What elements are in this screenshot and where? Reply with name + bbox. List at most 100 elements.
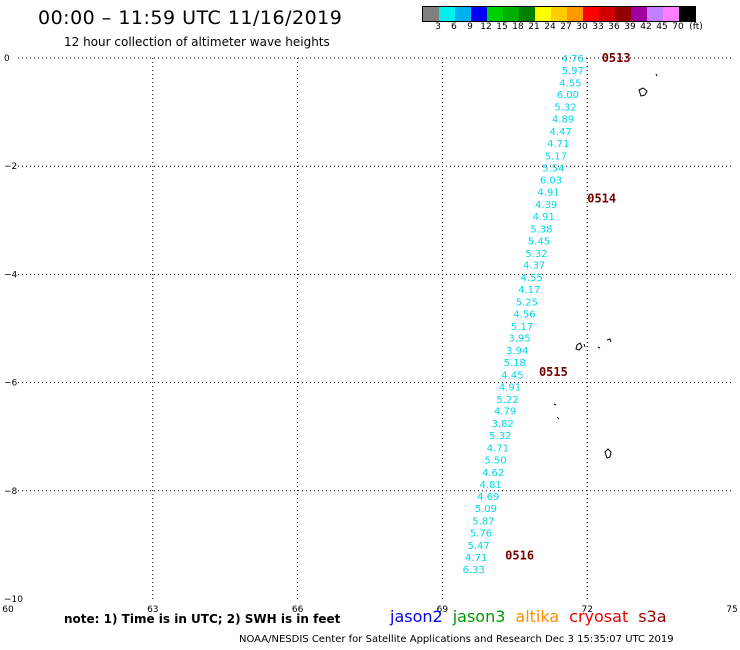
wave-height-label: 5.47 [467, 541, 489, 552]
legend-swatch [631, 7, 647, 21]
wave-height-label: 4.76 [562, 54, 584, 65]
time-label: 0516 [505, 549, 534, 563]
mission-label: s3a [638, 607, 667, 626]
legend-label: 18 [512, 22, 524, 32]
island-outline [655, 73, 658, 77]
wave-height-label: 5.97 [562, 66, 584, 77]
wave-height-label: 4.91 [537, 188, 559, 199]
legend-swatch [471, 7, 487, 21]
y-tick-label: −2 [4, 162, 17, 172]
legend-label: 27 [560, 22, 572, 32]
legend-swatch [583, 7, 599, 21]
wave-height-label: 4.71 [487, 444, 509, 455]
legend-label: 6 [451, 22, 457, 32]
wave-height-label: 4.71 [465, 553, 487, 564]
units-note: note: 1) Time is in UTC; 2) SWH is in fe… [64, 612, 341, 626]
wave-height-label: 3.94 [506, 346, 528, 357]
legend-swatch [567, 7, 583, 21]
time-label: 0515 [539, 365, 568, 379]
wave-height-label: 4.91 [533, 212, 555, 223]
legend-label: 3 [435, 22, 441, 32]
y-tick-label: 0 [4, 54, 10, 64]
wave-height-label: 4.69 [477, 492, 499, 503]
map-title: 00:00 – 11:59 UTC 11/16/2019 [38, 7, 343, 29]
mission-legend: jason2 jason3 altika cryosat s3a [390, 607, 677, 626]
wave-height-label: 5.09 [475, 504, 497, 515]
legend-label: 36 [608, 22, 620, 32]
wave-height-track: 4.765.974.556.005.324.894.474.715.175.54… [463, 54, 584, 576]
legend-label: 42 [640, 22, 652, 32]
legend-swatch [647, 7, 663, 21]
wave-height-label: 5.32 [489, 431, 511, 442]
island-outline [638, 87, 648, 97]
legend-swatch [679, 7, 695, 21]
legend-label: 39 [624, 22, 636, 32]
legend-swatch [455, 7, 471, 21]
legend-label: (ft) [689, 22, 703, 32]
island-outline [575, 338, 612, 351]
wave-height-label: 5.38 [530, 224, 552, 235]
color-legend-labels: 3 6 9 12 15 18 21 24 27 30 33 36 39 42 45 70 (ft) [422, 22, 740, 36]
wave-height-label: 5.32 [554, 103, 576, 114]
wave-height-label: 4.56 [513, 309, 535, 320]
x-tick-label: 69 [437, 605, 449, 615]
wave-height-label: 4.55 [521, 273, 543, 284]
wave-height-label: 5.50 [484, 455, 506, 466]
legend-swatch [663, 7, 679, 21]
legend-swatch [487, 7, 503, 21]
wave-height-label: 4.47 [550, 127, 572, 138]
x-tick-label: 63 [147, 605, 158, 615]
wave-height-label: 5.45 [528, 236, 550, 247]
legend-label: 21 [528, 22, 540, 32]
y-tick-label: −6 [4, 379, 18, 389]
legend-label: 30 [576, 22, 588, 32]
wave-height-label: 5.25 [516, 297, 538, 308]
legend-label: 33 [592, 22, 604, 32]
time-labels: 0513 0514 0515 0516 [505, 51, 630, 563]
wave-height-label: 4.45 [501, 370, 523, 381]
legend-swatch [551, 7, 567, 21]
wave-height-label: 4.81 [480, 480, 502, 491]
x-tick-label: 60 [2, 605, 14, 615]
axis-tick-labels: 60 63 66 69 72 75 0 −2 −4 −6 −8 −10 [2, 54, 737, 615]
color-legend [422, 6, 696, 22]
wave-height-label: 4.91 [499, 382, 521, 393]
time-label: 0513 [602, 51, 631, 65]
map-subtitle: 12 hour collection of altimeter wave hei… [64, 35, 330, 49]
wave-height-label: 5.32 [525, 249, 547, 260]
time-label: 0514 [587, 192, 616, 206]
wave-height-label: 6.03 [540, 176, 562, 187]
mission-label: jason3 [452, 607, 506, 626]
wave-height-label: 5.22 [496, 395, 518, 406]
legend-label: 45 [656, 22, 668, 32]
legend-swatch [439, 7, 455, 21]
mission-label: jason2 [390, 607, 443, 626]
legend-swatch [423, 7, 439, 21]
wave-height-label: 4.17 [518, 285, 540, 296]
lat-lon-grid [18, 57, 732, 599]
x-tick-label: 72 [581, 605, 592, 615]
island-outline [604, 448, 612, 459]
legend-swatch [615, 7, 631, 21]
legend-label: 12 [480, 22, 492, 32]
wave-height-label: 4.71 [547, 139, 569, 150]
wave-height-label: 4.37 [523, 261, 545, 272]
x-tick-label: 66 [292, 605, 304, 615]
island-outline [553, 403, 560, 420]
wave-height-label: 4.62 [482, 468, 504, 479]
legend-swatch [519, 7, 535, 21]
wave-height-label: 5.54 [542, 163, 564, 174]
legend-swatch [535, 7, 551, 21]
wave-height-label: 4.39 [535, 200, 557, 211]
wave-height-label: 6.00 [557, 90, 579, 101]
wave-height-label: 3.95 [508, 334, 530, 345]
legend-label: 24 [544, 22, 556, 32]
wave-height-label: 6.33 [463, 565, 485, 576]
mission-label: cryosat [569, 607, 629, 626]
wave-height-label: 5.76 [470, 528, 492, 539]
legend-label: 9 [467, 22, 473, 32]
legend-label: 15 [496, 22, 508, 32]
wave-height-label: 4.89 [552, 115, 574, 126]
y-tick-label: −10 [4, 595, 23, 605]
